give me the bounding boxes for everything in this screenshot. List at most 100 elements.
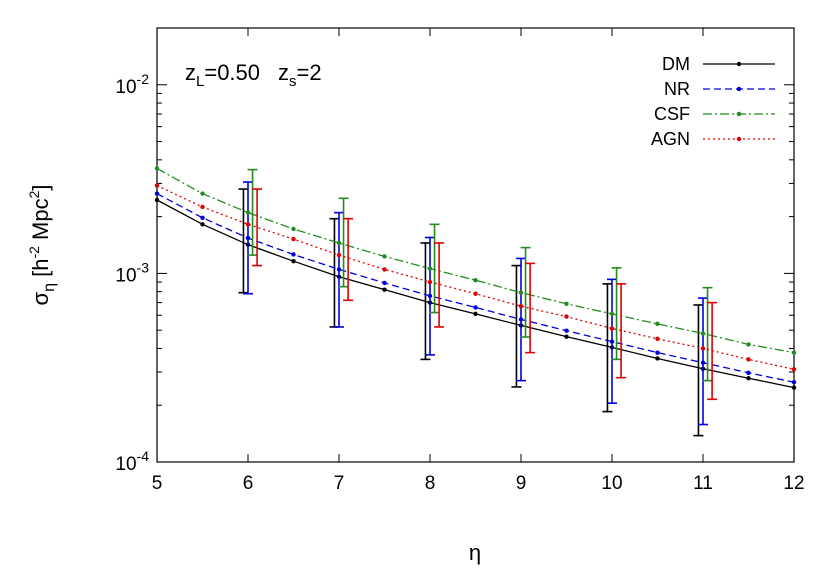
annotation-zs-sub: s [289, 73, 297, 90]
x-axis-label: η [469, 540, 481, 565]
nr-point-12 [700, 360, 706, 365]
agn-point-12 [700, 346, 706, 351]
agn-point-6 [427, 279, 433, 285]
x-tick-label-7: 12 [783, 473, 804, 494]
nr-point-11 [655, 350, 660, 355]
legend-marker-agn [736, 136, 742, 142]
dm-point-5 [382, 287, 387, 292]
agn-point-5 [382, 267, 387, 272]
x-tick-label-4: 9 [516, 473, 527, 494]
nr-point-6 [427, 293, 433, 299]
dm-point-1 [200, 222, 205, 227]
agn-point-3 [291, 236, 296, 242]
dm-errorbar-4 [602, 283, 613, 413]
legend-label-csf: CSF [654, 104, 690, 124]
x-tick-label-2: 7 [334, 473, 345, 494]
x-tick-label-3: 8 [425, 473, 436, 494]
agn-point-7 [473, 291, 478, 296]
legend-marker-nr [736, 86, 742, 92]
csf-point-12 [700, 331, 706, 336]
nr-point-8 [518, 317, 524, 322]
y-label-exp2: 2 [26, 190, 42, 198]
agn-point-11 [655, 336, 660, 341]
series-layer [154, 166, 797, 437]
csf-point-7 [473, 278, 478, 283]
nr-point-0 [154, 191, 160, 196]
csf-point-6 [427, 266, 433, 271]
legend-marker-csf [736, 111, 742, 117]
legend-marker-dm [736, 61, 742, 67]
annotation-zs-label: z [278, 60, 289, 85]
y-label-open: [h [28, 259, 53, 283]
csf-point-9 [564, 301, 569, 306]
dm-errorbar-1 [329, 217, 340, 328]
annotation-zl-value: =0.50 [204, 60, 260, 85]
csf-point-11 [655, 321, 660, 327]
y-axis-label: ση [h-2 Mpc2] [26, 184, 58, 305]
agn-point-9 [564, 314, 569, 319]
agn-errorbar-3 [525, 262, 536, 354]
csf-errorbar-3 [520, 246, 531, 338]
csf-line [156, 167, 795, 354]
y-tick-label-1: 10-3 [115, 259, 149, 286]
y-label-sigma-sub: η [41, 283, 58, 292]
dm-errorbar-3 [511, 264, 522, 388]
series-agn [154, 183, 797, 401]
nr-point-13 [746, 370, 751, 376]
y-label-sigma: σ [28, 292, 53, 306]
legend: DM NR CSF AGN [651, 54, 775, 149]
csf-errorbar-1 [338, 197, 349, 288]
dm-point-14 [791, 385, 797, 390]
legend-label-dm: DM [662, 54, 690, 74]
agn-point-4 [336, 252, 342, 258]
y-tick-label-0: 10-4 [115, 448, 149, 475]
y-label-exp1: -2 [26, 246, 42, 259]
x-tick-label-1: 6 [243, 473, 254, 494]
nr-point-5 [382, 280, 387, 286]
agn-point-2 [245, 222, 251, 227]
csf-point-4 [336, 240, 342, 246]
agn-point-8 [518, 303, 524, 309]
agn-point-13 [746, 357, 751, 362]
csf-point-1 [200, 191, 205, 196]
dm-errorbar-5 [693, 304, 704, 437]
csf-point-3 [291, 226, 296, 232]
csf-point-13 [746, 342, 751, 347]
annotation-zl-label: z [185, 60, 196, 85]
nr-point-3 [291, 252, 296, 257]
dm-point-7 [473, 311, 478, 317]
axis-ticks: 5 6 7 8 9 10 11 12 10-4 10-3 10-2 [115, 28, 805, 494]
csf-point-5 [382, 254, 387, 259]
nr-point-7 [473, 305, 478, 310]
agn-errorbar-2 [434, 242, 445, 328]
agn-point-10 [609, 326, 615, 331]
agn-point-0 [154, 183, 160, 188]
y-label-close: ] [28, 184, 53, 190]
y-label-mid: Mpc [28, 198, 53, 246]
agn-errorbar-0 [252, 188, 263, 267]
legend-label-agn: AGN [651, 129, 690, 149]
csf-point-2 [245, 210, 251, 215]
plot-frame [156, 27, 795, 463]
annotation-zs-value: =2 [297, 60, 322, 85]
x-tick-label-5: 10 [601, 473, 622, 494]
csf-point-14 [791, 350, 797, 355]
csf-point-0 [154, 166, 160, 171]
x-tick-label-0: 5 [152, 473, 163, 494]
legend-label-nr: NR [664, 79, 690, 99]
agn-point-14 [791, 367, 797, 372]
dm-point-11 [655, 356, 660, 361]
dm-errorbar-0 [238, 188, 249, 294]
dm-point-3 [291, 259, 296, 264]
x-tick-label-6: 11 [693, 473, 713, 494]
csf-point-8 [518, 290, 524, 295]
nr-point-1 [200, 215, 205, 221]
annotation-zl-sub: L [196, 73, 204, 90]
nr-point-14 [791, 379, 797, 385]
agn-point-1 [200, 204, 205, 210]
series-nr [154, 181, 797, 426]
annotation: zL=0.50 zs=2 [185, 60, 322, 90]
nr-point-2 [245, 235, 251, 241]
csf-point-10 [609, 311, 615, 317]
